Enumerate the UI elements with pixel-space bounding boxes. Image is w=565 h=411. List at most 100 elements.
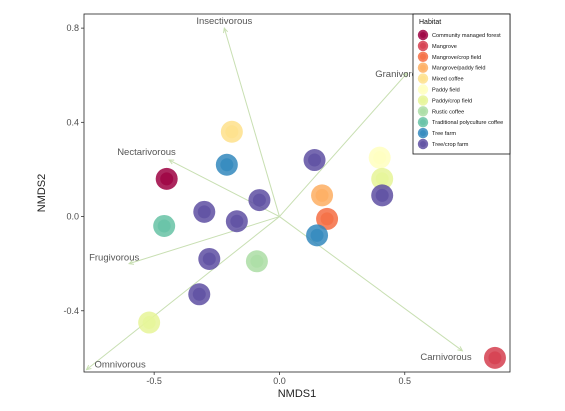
legend-item-rustic-coffee: Rustic coffee [417,106,464,117]
vector-label-carnivorous: Carnivorous [420,352,471,363]
point-inner [375,172,389,186]
point-inner [308,153,322,167]
point-inner [142,316,156,330]
y-tick-label: 0.4 [66,117,79,127]
vector-label-granivorous: Granivorous [375,69,427,80]
point-paddy-crop-field [371,167,394,190]
x-tick-label: -0.5 [146,376,162,386]
point-tree-crop-farm [248,189,271,212]
vector-arrowhead-nectarivorous [168,159,175,165]
point-community-managed-forest [155,167,178,190]
point-tree-crop-farm [193,200,216,223]
point-inner [192,287,206,301]
legend-item-mixed-coffee: Mixed coffee [417,73,464,84]
legend-label: Rustic coffee [432,109,464,115]
legend-item-paddy-field: Paddy field [417,84,460,95]
vector-arrowhead-granivorous [402,72,409,78]
point-tree-crop-farm [188,283,211,306]
legend-label: Tree/crop farm [432,142,469,148]
point-inner [488,351,502,365]
legend-swatch-inner [420,141,426,147]
legend-label: Mangrove/paddy field [432,66,486,72]
point-tree-farm [306,224,329,247]
vector-label-frugivorous: Frugivorous [89,253,139,264]
vector-arrowhead-carnivorous [457,346,464,352]
legend-item-tree-crop-farm: Tree/crop farm [417,138,469,150]
vector-label-insectivorous: Insectivorous [196,16,252,27]
point-tree-crop-farm [303,149,326,172]
point-inner [225,125,239,139]
legend-swatch-inner [420,97,426,104]
point-mangrove [483,346,506,369]
legend-swatch-inner [420,32,426,38]
point-tree-crop-farm [198,247,221,270]
point-inner [160,172,174,186]
legend-box [412,13,511,155]
legend-title: Habitat [419,19,441,26]
point-tree-crop-farm [225,210,248,233]
legend-item-community-managed-forest: Community managed forest [417,29,501,41]
legend-label: Paddy field [432,88,460,94]
legend-items: Community managed forest Mangrove Mangrove… [417,29,503,150]
legend-label: Traditional polyculture coffee [432,120,503,126]
point-paddy-field [368,146,391,169]
legend-swatch-inner [420,130,426,137]
y-tick-label: -0.4 [63,306,79,316]
legend-swatch-inner [420,108,426,115]
legend-item-mangrove: Mangrove [417,40,457,52]
legend-label: Community managed forest [432,33,501,39]
legend-swatch-inner [420,86,426,93]
points-layer [138,120,506,369]
point-inner [250,254,264,268]
point-mangrove-paddy-field [311,184,334,207]
point-inner [230,214,244,228]
legend-swatch-inner [420,64,426,71]
point-inner [252,193,266,207]
vector-frugivorous [128,216,280,265]
legend-label: Tree farm [432,131,456,137]
legend-label: Paddy/crop field [432,98,472,104]
vector-omnivorous [86,216,280,371]
point-inner [157,219,171,233]
point-mangrove-crop-field [316,207,339,230]
legend-item-paddy-crop-field: Paddy/crop field [417,95,472,106]
point-inner [373,151,387,165]
legend-swatch-inner [420,53,426,60]
legend-label: Mixed coffee [432,77,464,83]
point-inner [320,212,334,226]
vector-arrowhead-frugivorous [128,259,135,265]
vector-arrowhead-omnivorous [85,364,92,371]
vector-label-omnivorous: Omnivorous [95,360,146,371]
legend-swatch-inner [420,119,426,126]
x-tick-label: 0.0 [273,376,286,386]
point-traditional-polyculture-coffee [153,214,176,237]
legend-label: Mangrove/crop field [432,55,481,61]
legend-item-tree-farm: Tree farm [417,127,456,139]
legend-swatch-inner [420,42,426,49]
vector-arrowhead-insectivorous [223,27,229,34]
legend-label: Mangrove [432,44,457,50]
point-inner [202,252,216,266]
y-tick-label: 0.8 [66,23,79,33]
y-axis-title: NMDS2 [36,174,48,213]
x-tick-label: 0.5 [398,376,411,386]
point-inner [197,205,211,219]
ticks-layer: -0.5 0.0 0.5 -0.4 0.0 0.4 0.8 [63,23,411,386]
x-axis-title: NMDS1 [278,388,317,400]
point-inner [310,228,324,242]
point-tree-crop-farm [371,184,394,207]
vector-insectivorous [223,27,280,217]
legend-swatch-inner [420,75,426,82]
legend: Habitat Community managed forest Mangrove… [412,13,511,155]
point-inner [220,158,234,172]
legend-item-mangrove-crop-field: Mangrove/crop field [417,51,481,62]
point-inner [375,188,389,202]
point-rustic-coffee [245,250,268,273]
legend-item-traditional-polyculture-coffee: Traditional polyculture coffee [417,117,503,128]
point-paddy-crop-field [138,311,161,334]
legend-item-mangrove-paddy-field: Mangrove/paddy field [417,62,486,73]
vector-label-nectarivorous: Nectarivorous [117,147,176,158]
point-tree-farm [215,153,238,176]
y-tick-label: 0.0 [66,212,79,222]
